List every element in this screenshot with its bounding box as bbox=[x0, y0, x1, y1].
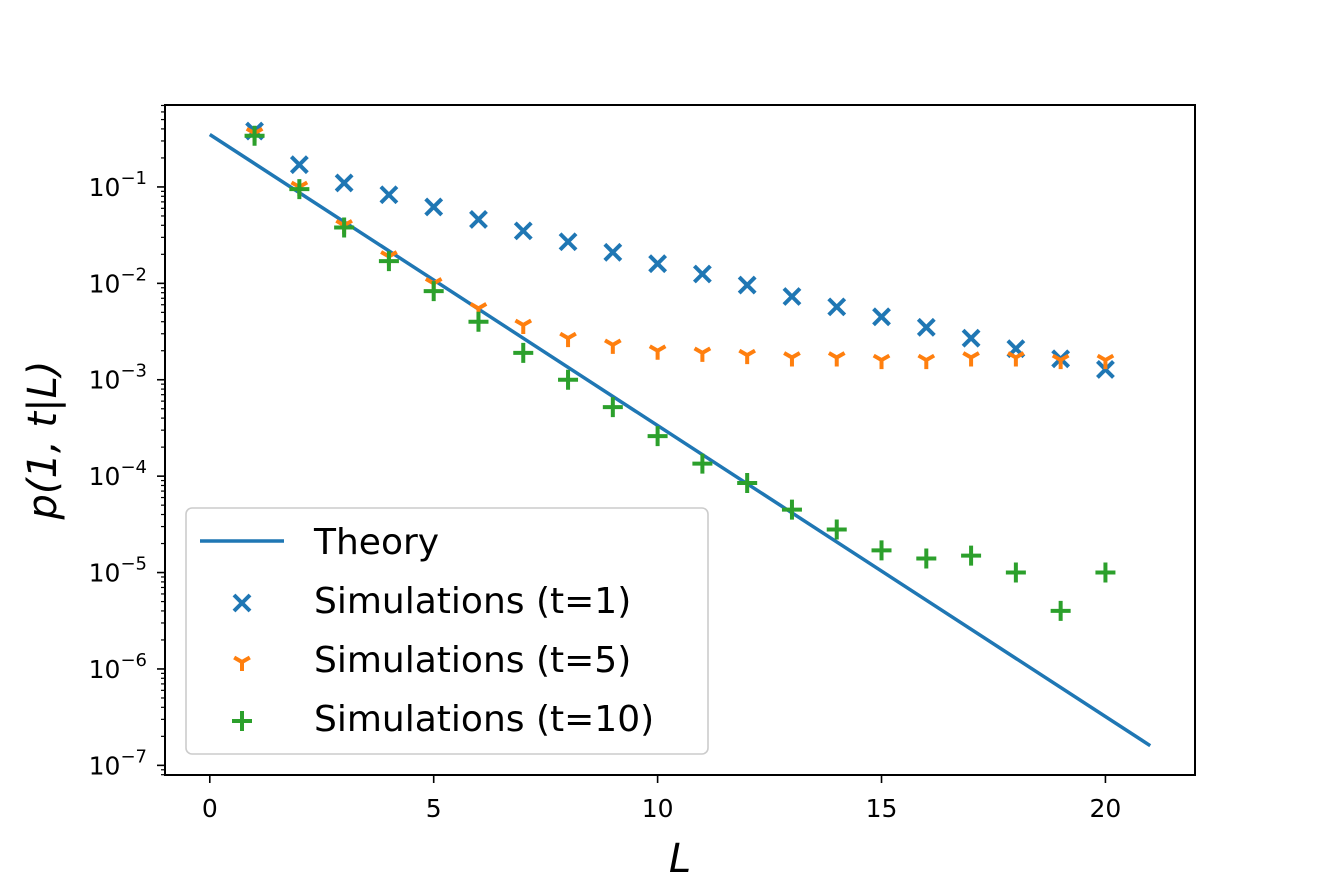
theory-line bbox=[208, 133, 1152, 748]
series-3-point bbox=[692, 453, 713, 474]
series-3-point bbox=[334, 217, 355, 238]
y-axis-label: p(1, t|L) bbox=[20, 361, 66, 521]
series-2-point bbox=[962, 351, 980, 367]
series-3-point bbox=[468, 311, 489, 332]
y-tick-label: 10−2 bbox=[89, 264, 147, 298]
x-axis-label: L bbox=[669, 836, 691, 882]
series-2-point bbox=[1007, 351, 1025, 367]
axis-ticks: 0 5 10 15 20 10−1 10−2 10−3 10−4 10−5 10−6 10−7 bbox=[89, 104, 1122, 823]
y-tick-label: 10−7 bbox=[89, 746, 147, 780]
series-2-point bbox=[514, 318, 533, 334]
series-3-point bbox=[826, 519, 847, 540]
series-3-point bbox=[781, 499, 802, 520]
series-1-point bbox=[916, 317, 936, 337]
x-tick-label: 20 bbox=[1090, 794, 1122, 823]
series-1-point bbox=[379, 185, 399, 205]
series-2-point bbox=[827, 351, 846, 367]
series-2-point bbox=[738, 348, 757, 365]
legend-label: Simulations (t=5) bbox=[314, 640, 631, 681]
series-1-point bbox=[513, 221, 533, 241]
series-2-point bbox=[603, 338, 622, 354]
series-1-point bbox=[334, 173, 354, 193]
legend-marker-swatch bbox=[232, 593, 252, 613]
y-tick-label: 10−4 bbox=[89, 457, 147, 491]
legend-label: Simulations (t=1) bbox=[314, 581, 631, 622]
axes-frame bbox=[164, 104, 1196, 776]
y-tick-label: 10−6 bbox=[89, 650, 147, 684]
series-3-point bbox=[513, 342, 534, 363]
legend-box bbox=[185, 507, 709, 755]
y-tick-label: 10−3 bbox=[89, 361, 147, 395]
series-1-point bbox=[424, 197, 444, 217]
series-1-point bbox=[872, 307, 891, 327]
legend-marker-swatch bbox=[233, 655, 251, 671]
series-3-point bbox=[647, 426, 668, 447]
y-tick-label: 10−1 bbox=[89, 168, 147, 202]
series-3-point bbox=[423, 281, 444, 302]
x-tick-label: 15 bbox=[866, 794, 898, 823]
series-2-point bbox=[648, 344, 667, 360]
series-3-point bbox=[289, 179, 310, 200]
series-3-point bbox=[737, 472, 758, 493]
series-3-point bbox=[378, 251, 399, 272]
series-2-point bbox=[783, 351, 801, 367]
plot-area bbox=[208, 121, 1152, 748]
series-2-point bbox=[559, 331, 577, 348]
series-3-point bbox=[871, 540, 892, 561]
series-1-point bbox=[692, 264, 712, 284]
legend: Theory Simulations (t=1) Simulations (t=5)… bbox=[185, 507, 709, 755]
series-1-point bbox=[603, 242, 623, 262]
series-1-point bbox=[469, 210, 488, 229]
series-3-point bbox=[1005, 562, 1026, 583]
series-3-point bbox=[1095, 562, 1116, 583]
legend-marker-swatch bbox=[232, 711, 252, 731]
series-1-point bbox=[648, 254, 668, 274]
legend-label: Theory bbox=[313, 522, 439, 563]
series-1-point bbox=[782, 287, 802, 306]
series-3-point bbox=[558, 369, 579, 390]
x-tick-label: 10 bbox=[642, 794, 674, 823]
series-3-point bbox=[961, 545, 982, 566]
series-1-point bbox=[558, 232, 578, 252]
series-1-point bbox=[1096, 359, 1115, 379]
series-3-point bbox=[602, 397, 623, 418]
x-tick-label: 0 bbox=[202, 794, 218, 823]
series-3-point bbox=[1050, 600, 1071, 621]
series-1-point bbox=[289, 155, 309, 175]
series-2-point bbox=[693, 346, 712, 362]
series-1-point bbox=[961, 328, 981, 348]
series-2-point bbox=[1051, 353, 1070, 370]
series-3-point bbox=[916, 548, 937, 569]
series-2-point bbox=[917, 353, 936, 370]
series-2-point bbox=[872, 353, 891, 370]
series-3-point bbox=[244, 125, 265, 146]
legend-label: Simulations (t=10) bbox=[314, 699, 654, 740]
series-1-point bbox=[737, 275, 757, 295]
series-2-point bbox=[1096, 353, 1115, 370]
series-1-point bbox=[827, 297, 847, 317]
y-tick-label: 10−5 bbox=[89, 554, 147, 588]
x-tick-label: 5 bbox=[426, 794, 442, 823]
